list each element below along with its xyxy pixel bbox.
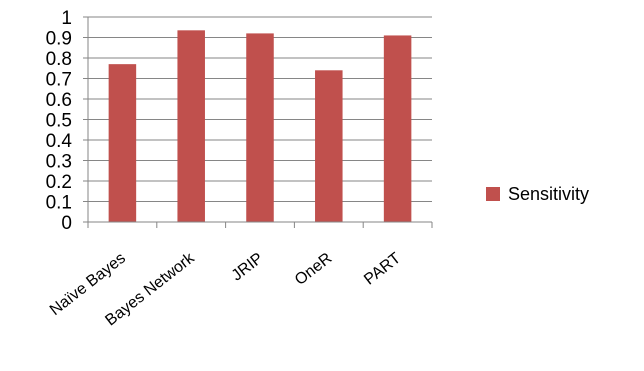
y-tick-label: 0: [61, 213, 72, 234]
legend-label: Sensitivity: [508, 184, 589, 204]
bars: [108, 30, 412, 223]
y-tick-label: 0.5: [46, 111, 72, 132]
y-tick-label: 0.8: [46, 49, 72, 70]
y-tick-label: 1: [61, 8, 72, 29]
bar: [177, 30, 205, 223]
y-tick-label: 0.4: [46, 131, 73, 152]
bar: [246, 33, 274, 223]
category-label: JRIP: [229, 250, 267, 285]
y-tick-label: 0.9: [46, 29, 72, 50]
y-tick-label: 0.6: [46, 90, 72, 111]
bar: [383, 35, 412, 223]
bar: [108, 64, 137, 223]
category-label: PART: [361, 250, 404, 289]
y-tick-label: 0.7: [46, 70, 72, 91]
y-tick-label: 0.2: [46, 172, 72, 193]
axes: [83, 16, 433, 228]
y-tick-labels: 00.10.20.30.40.50.60.70.80.91: [46, 8, 73, 234]
bar: [315, 70, 343, 222]
category-label: OneR: [292, 250, 335, 289]
y-tick-label: 0.3: [46, 152, 72, 173]
legend: Sensitivity: [486, 184, 589, 204]
legend-swatch: [486, 187, 500, 201]
y-tick-label: 0.1: [46, 193, 72, 214]
